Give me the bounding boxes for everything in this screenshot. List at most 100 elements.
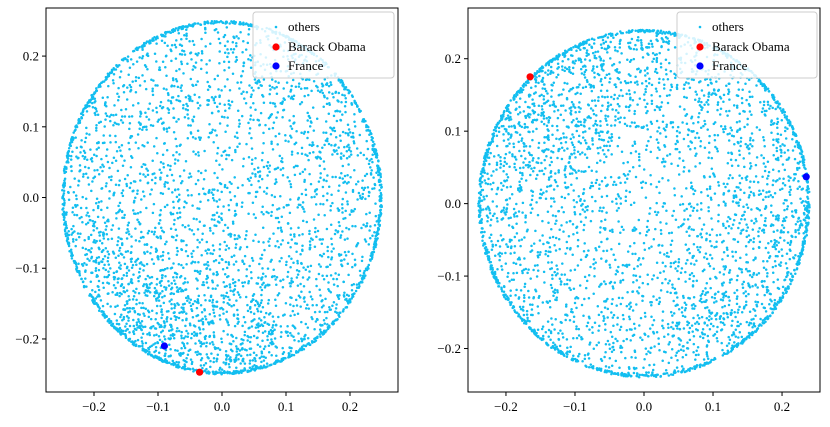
- left-point-others: [94, 269, 98, 273]
- left-point-others: [334, 175, 337, 179]
- left-point-others: [94, 261, 98, 264]
- right-point-others: [767, 170, 771, 174]
- left-point-others: [241, 165, 245, 168]
- right-point-others: [630, 37, 634, 41]
- left-point-others: [204, 362, 208, 365]
- right-point-others: [754, 300, 757, 303]
- left-point-others: [327, 142, 331, 146]
- left-point-others: [164, 55, 168, 58]
- left-point-others: [342, 280, 345, 284]
- left-point-others: [174, 318, 178, 321]
- right-point-others: [635, 80, 639, 83]
- left-point-others: [213, 19, 216, 23]
- left-point-others: [94, 107, 98, 111]
- right-point-others: [615, 202, 618, 205]
- left-point-others: [311, 143, 314, 147]
- right-point-others: [597, 245, 601, 248]
- left-point-others: [259, 83, 262, 87]
- left-point-others: [125, 266, 129, 270]
- left-point-others: [340, 80, 344, 83]
- left-point-others: [183, 53, 187, 56]
- left-point-others: [118, 179, 121, 182]
- left-point-others: [245, 245, 249, 249]
- right-point-others: [582, 228, 585, 232]
- left-point-others: [348, 131, 352, 134]
- left-point-others: [118, 261, 121, 265]
- left-point-others: [120, 283, 123, 287]
- left-point-others: [335, 311, 339, 314]
- left-point-others: [169, 292, 172, 296]
- left-point-others: [242, 315, 246, 319]
- left-point-others: [290, 95, 294, 99]
- right-point-others: [488, 162, 491, 166]
- left-point-others: [189, 77, 193, 81]
- left-point-others: [303, 94, 306, 98]
- left-point-others: [172, 200, 175, 204]
- left-point-others: [216, 284, 219, 287]
- left-point-others: [152, 262, 156, 266]
- left-point-others: [256, 343, 260, 347]
- left-point-others: [220, 337, 223, 340]
- left-point-others: [319, 157, 323, 161]
- left-point-others: [115, 322, 119, 326]
- right-point-others: [575, 327, 578, 331]
- right-point-others: [510, 193, 514, 196]
- left-point-others: [236, 308, 239, 312]
- left-point-others: [250, 256, 254, 260]
- left-point-others: [253, 357, 257, 360]
- left-point-others: [99, 299, 103, 302]
- left-point-others: [102, 80, 106, 83]
- right-point-others: [546, 73, 550, 76]
- right-point-others: [771, 168, 775, 172]
- left-point-others: [87, 237, 90, 241]
- left-point-others: [212, 343, 215, 346]
- left-point-others: [214, 28, 218, 31]
- left-point-others: [370, 135, 373, 139]
- left-point-others: [172, 223, 176, 226]
- left-point-others: [165, 320, 169, 323]
- left-point-others: [336, 284, 339, 288]
- right-point-others: [771, 271, 775, 275]
- left-point-others: [303, 300, 306, 303]
- right-point-others: [561, 336, 565, 339]
- left-point-others: [333, 232, 337, 236]
- left-point-others: [170, 298, 173, 301]
- left-point-others: [189, 304, 193, 308]
- left-point-others: [371, 187, 374, 190]
- left-point-others: [185, 318, 188, 322]
- left-point-others: [104, 75, 108, 79]
- left-point-others: [273, 337, 277, 340]
- left-point-others: [332, 247, 335, 250]
- left-point-others: [297, 85, 301, 88]
- right-point-others: [684, 280, 687, 283]
- left-point-others: [63, 181, 66, 184]
- right-point-others: [679, 348, 683, 351]
- left-point-others: [271, 323, 275, 327]
- left-point-others: [248, 362, 252, 365]
- left-point-others: [372, 176, 375, 179]
- left-point-others: [245, 230, 248, 233]
- right-point-others: [579, 142, 583, 145]
- left-point-others: [297, 82, 301, 85]
- left-point-others: [209, 365, 212, 369]
- left-point-others: [233, 209, 237, 213]
- left-point-others: [175, 246, 179, 250]
- left-point-others: [240, 114, 244, 118]
- left-point-others: [95, 87, 98, 90]
- left-point-others: [211, 128, 214, 132]
- left-point-others: [350, 103, 354, 106]
- left-point-others: [243, 97, 246, 100]
- left-point-others: [107, 270, 110, 273]
- right-point-others: [727, 139, 731, 142]
- left-point-others: [159, 331, 163, 334]
- right-point-others: [756, 181, 760, 184]
- left-point-others: [88, 133, 91, 136]
- left-point-others: [108, 197, 111, 200]
- left-point-others: [218, 62, 221, 65]
- left-point-others: [96, 275, 99, 278]
- left-point-others: [239, 23, 242, 26]
- left-point-others: [151, 93, 155, 97]
- right-point-others: [632, 371, 636, 375]
- left-point-others: [123, 115, 127, 118]
- left-point-others: [190, 193, 193, 197]
